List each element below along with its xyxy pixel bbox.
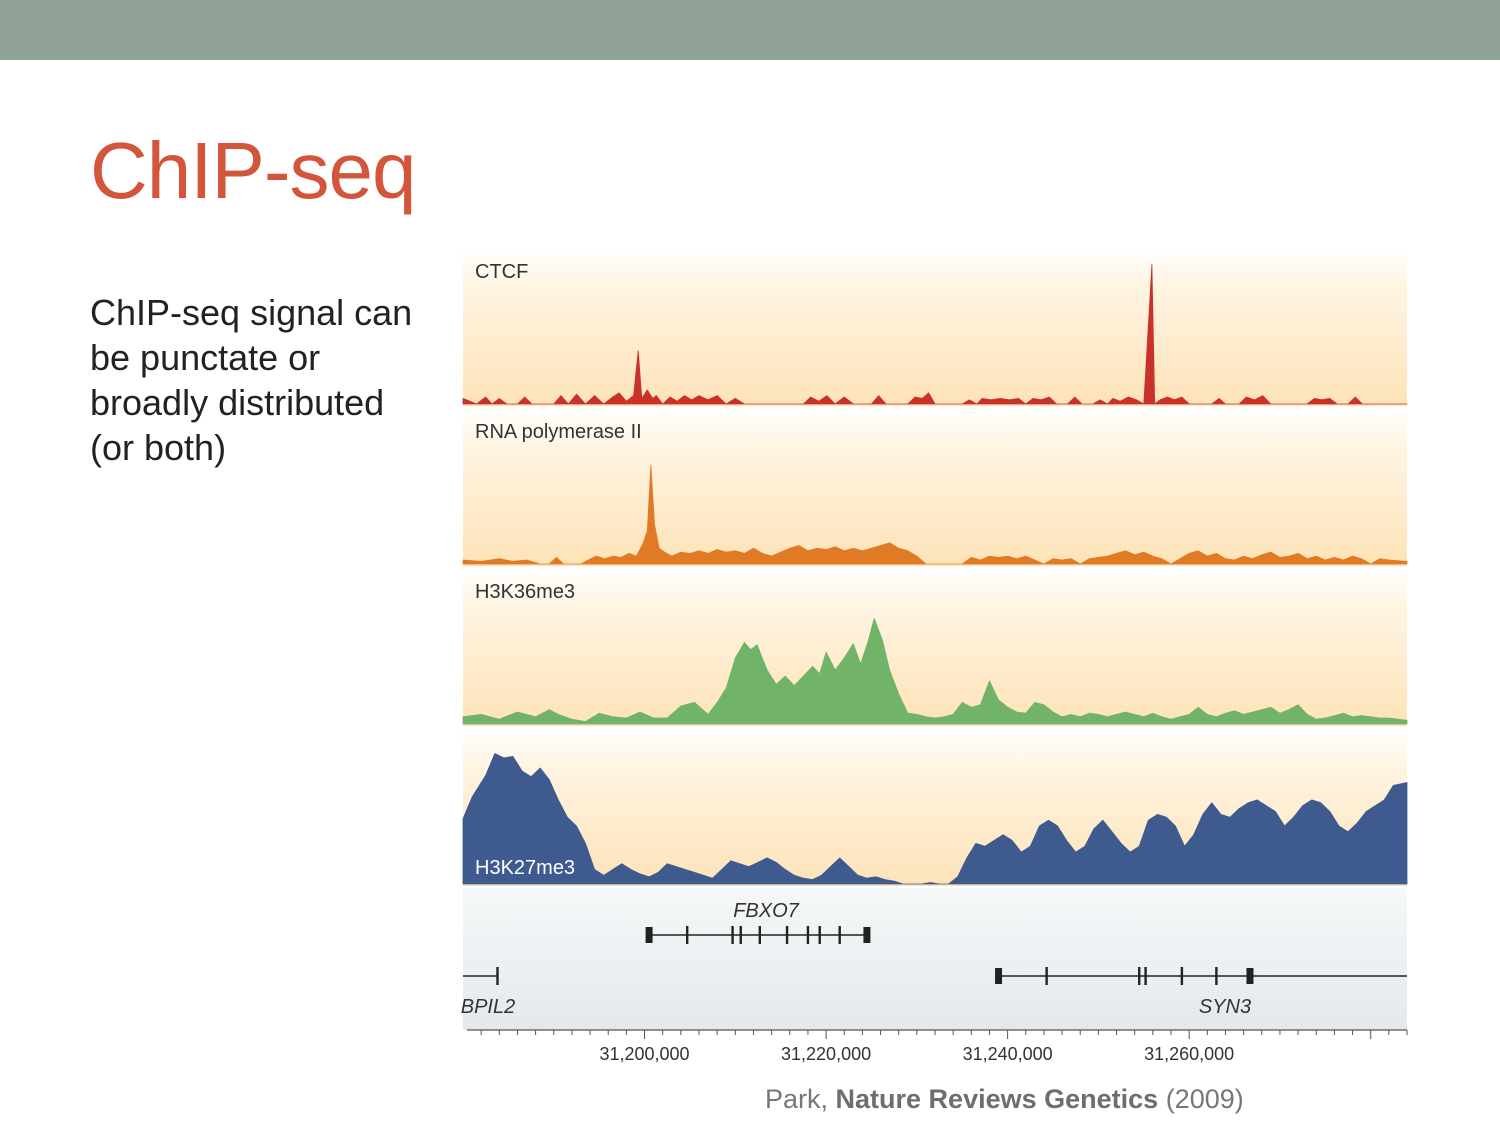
body-line: broadly distributed [90,382,385,423]
track-signal-3 [462,753,1408,885]
track-background [463,408,1407,566]
x-axis-tick-label: 31,240,000 [963,1044,1053,1064]
exon-block [645,927,653,943]
body-line: be punctate or [90,337,321,378]
exon-block [1246,968,1254,984]
citation-author: Park, [765,1084,836,1114]
gene-panel-background [463,888,1407,1030]
track-background [463,248,1407,406]
track-label: H3K36me3 [475,581,575,603]
track-label: H3K27me3 [475,857,575,879]
body-line: (or both) [90,427,227,468]
gene-label-fbxo7: FBXO7 [733,900,799,922]
x-axis-tick-label: 31,200,000 [599,1044,689,1064]
citation: Park, Nature Reviews Genetics (2009) [765,1084,1244,1115]
track-signal-1 [462,464,1408,565]
gene-label-syn3: SYN3 [1199,996,1251,1018]
track-signal-2 [462,618,1408,725]
slide-title: ChIP-seq [90,126,416,215]
body-line: ChIP-seq signal can [90,292,413,333]
track-label: RNA polymerase II [475,421,642,443]
x-axis-tick-label: 31,220,000 [781,1044,871,1064]
chipseq-figure: CTCF RNA polymerase II H3K36me3 H3K27me3 FB… [461,248,1408,1064]
exon-block [863,927,871,943]
track-label: CTCF [475,261,528,283]
citation-year: (2009) [1158,1084,1244,1114]
slide-header-bar [0,0,1500,60]
x-axis-tick-label: 31,260,000 [1144,1044,1234,1064]
slide-body-text: ChIP-seq signal can be punctate or broad… [90,290,450,470]
track-signal-0 [462,263,1408,405]
citation-journal: Nature Reviews Genetics [835,1084,1159,1114]
gene-label-bpil2: BPIL2 [461,996,515,1018]
exon-block [995,968,1003,984]
track-background [463,568,1407,726]
